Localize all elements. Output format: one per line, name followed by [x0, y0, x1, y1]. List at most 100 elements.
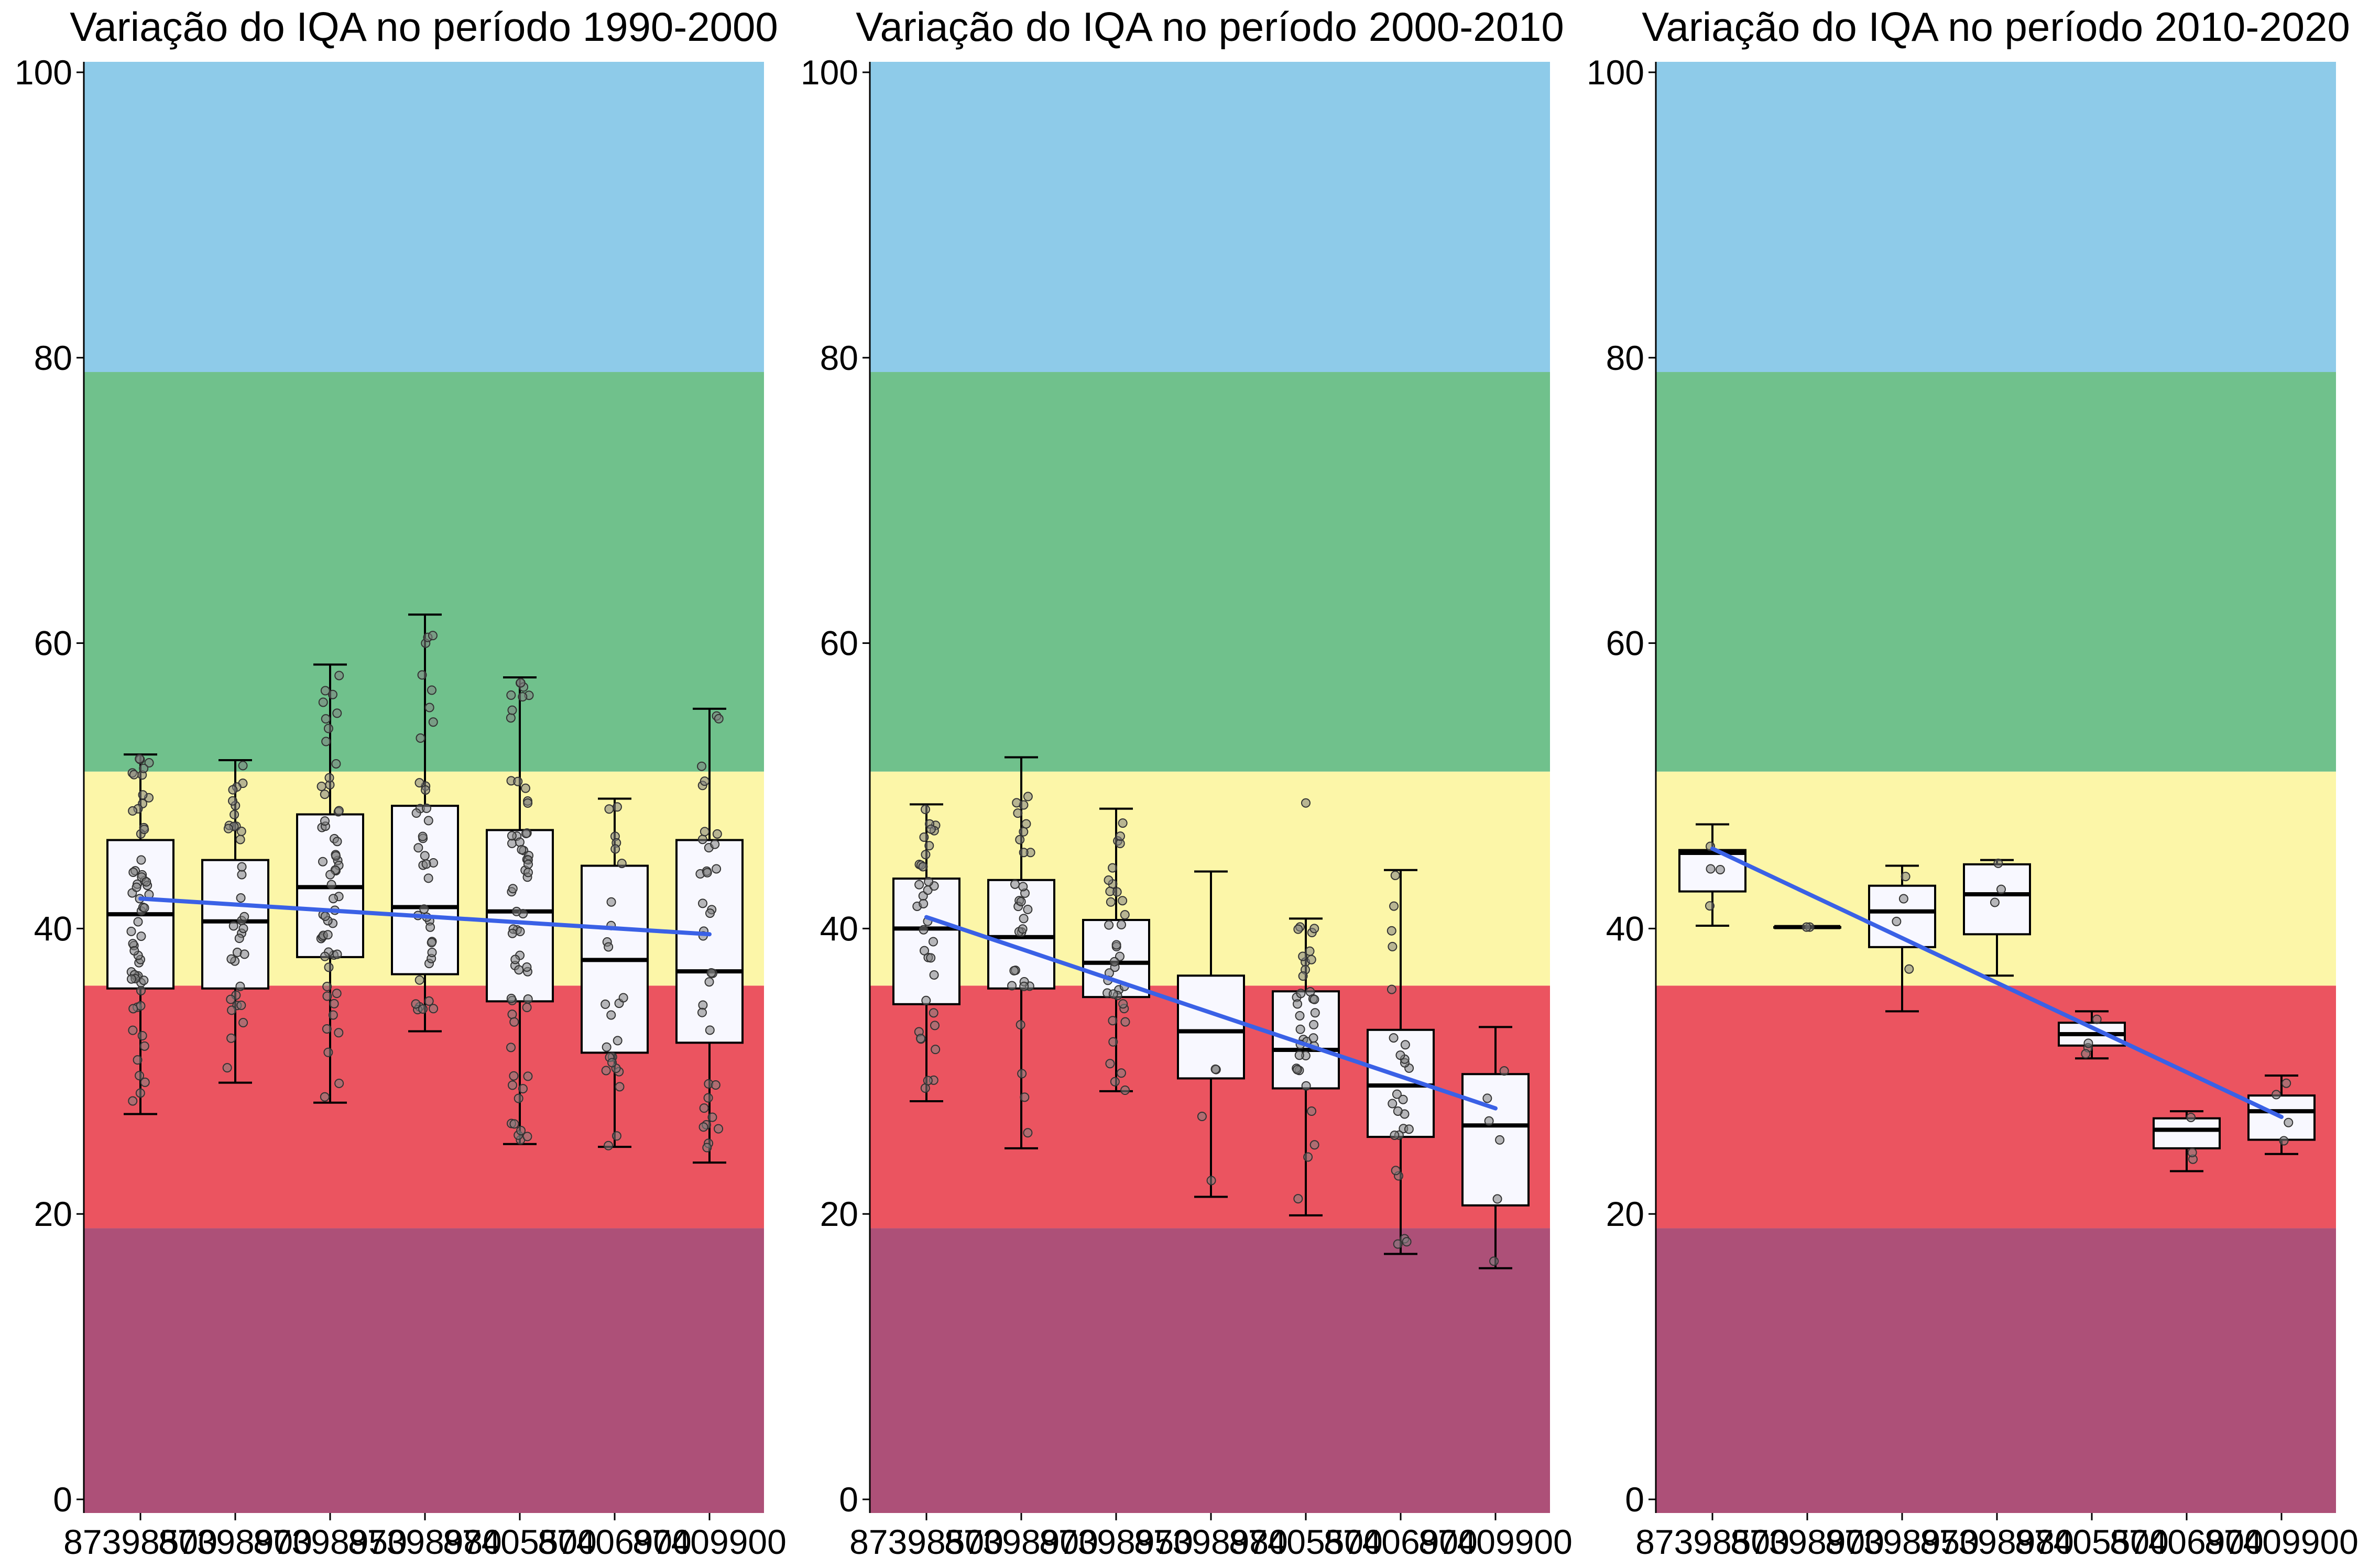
observation-point — [714, 714, 724, 723]
observation-point — [334, 671, 344, 681]
observation-point — [613, 1036, 623, 1046]
observation-point — [320, 951, 330, 961]
observation-point — [1105, 1059, 1115, 1069]
x-tick-label: 87398980 — [1920, 1522, 2074, 1561]
observation-point — [1015, 835, 1025, 845]
observation-point — [324, 773, 334, 783]
observation-point — [1391, 1166, 1401, 1176]
observation-point — [2281, 1078, 2291, 1088]
observation-point — [604, 804, 614, 814]
observation-point — [1390, 870, 1400, 880]
observation-point — [705, 1025, 715, 1035]
observation-point — [2279, 1136, 2289, 1146]
observation-point — [523, 994, 533, 1004]
y-tick-label: 0 — [1625, 1480, 1644, 1519]
observation-point — [411, 999, 421, 1009]
x-tick-label: 87398500 — [1635, 1522, 1789, 1561]
band-bad-red — [1656, 985, 2336, 1229]
observation-point — [612, 802, 622, 812]
observation-point — [144, 758, 154, 768]
observation-point — [334, 1078, 344, 1088]
observation-point — [705, 908, 715, 918]
observation-point — [1389, 1033, 1399, 1043]
box-87409900 — [1461, 1026, 1530, 1269]
observation-point — [128, 806, 138, 816]
observation-point — [1020, 1092, 1030, 1102]
panel-1: Variação do IQA no período 1990-2000 0 20 4… — [15, 4, 787, 1561]
observation-point — [329, 999, 339, 1008]
observation-point — [1395, 1050, 1405, 1060]
observation-point — [429, 1004, 439, 1014]
box-87398950 — [1082, 807, 1150, 1095]
observation-point — [915, 1034, 925, 1044]
observation-point — [139, 903, 149, 913]
x-tick-label: 87398500 — [849, 1522, 1003, 1561]
observation-point — [1309, 994, 1319, 1004]
box-iqr — [892, 878, 960, 1005]
observation-point — [1296, 989, 1306, 999]
observation-point — [1705, 901, 1715, 911]
observation-point — [237, 870, 247, 880]
observation-point — [1309, 924, 1319, 934]
observation-point — [1310, 1008, 1320, 1018]
observation-point — [234, 934, 244, 944]
observation-point — [329, 894, 339, 904]
observation-point — [238, 761, 248, 771]
band-poor-purple — [84, 1228, 764, 1513]
observation-point — [1118, 999, 1128, 1009]
observation-point — [332, 708, 342, 718]
observation-point — [416, 733, 425, 743]
observation-point — [914, 880, 924, 890]
x-tick-label: 87406900 — [2110, 1522, 2264, 1561]
observation-point — [1990, 897, 2000, 907]
observation-point — [601, 999, 610, 1009]
observation-point — [424, 996, 434, 1006]
observation-point — [418, 831, 428, 841]
observation-point — [428, 717, 438, 727]
observation-point — [1010, 879, 1020, 889]
observation-point — [320, 1092, 330, 1102]
x-tick-label: 87406900 — [1324, 1522, 1478, 1561]
y-tick-label: 80 — [820, 338, 858, 377]
observation-point — [699, 1103, 709, 1113]
observation-point — [929, 1008, 938, 1018]
observation-point — [139, 975, 149, 985]
observation-point — [136, 986, 146, 996]
observation-point — [919, 832, 929, 842]
observation-point — [1305, 946, 1315, 956]
observation-point — [421, 859, 431, 869]
band-excellent-blue — [84, 62, 764, 372]
observation-point — [137, 1030, 147, 1040]
observation-point — [1298, 971, 1308, 981]
observation-point — [926, 953, 936, 963]
observation-point — [1108, 1037, 1118, 1047]
box-87398500 — [892, 803, 960, 1103]
observation-point — [1120, 910, 1130, 920]
observation-point — [129, 770, 139, 780]
observation-point — [136, 855, 146, 865]
observation-point — [710, 839, 720, 849]
observation-point — [612, 1131, 621, 1141]
observation-point — [523, 868, 533, 878]
observation-point — [2186, 1112, 2196, 1122]
trend-line — [1710, 846, 2284, 1119]
observation-point — [1007, 981, 1017, 991]
observation-point — [227, 796, 237, 806]
band-poor-purple — [1656, 1228, 2336, 1513]
box-87406900 — [2153, 1110, 2221, 1172]
observation-point — [238, 924, 248, 934]
observation-point — [236, 893, 246, 903]
observation-point — [1389, 901, 1399, 911]
observation-point — [714, 1124, 724, 1134]
observation-point — [237, 862, 247, 872]
y-tick-label: 100 — [801, 53, 858, 92]
observation-point — [703, 1093, 713, 1103]
observation-point — [507, 705, 517, 715]
observation-point — [1111, 940, 1121, 950]
box-87409900 — [675, 707, 744, 1164]
observation-point — [128, 1025, 138, 1035]
observation-point — [1392, 1089, 1402, 1099]
observation-point — [523, 859, 533, 869]
observation-point — [1901, 872, 1911, 882]
observation-point — [140, 1077, 150, 1087]
